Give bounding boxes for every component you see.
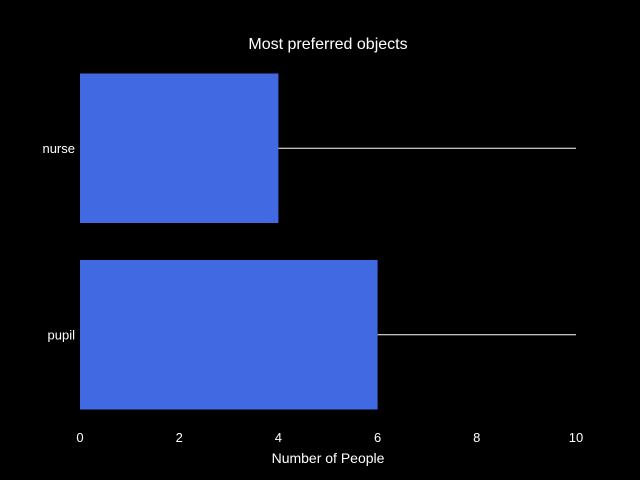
x-tick-label-3: 6 [374,430,381,445]
bars-layer: nurse pupil [42,73,576,410]
x-axis-label: Number of People [272,450,385,466]
bar-pupil [80,260,378,410]
x-tick-label-4: 8 [473,430,480,445]
x-axis-ticks: 0 2 4 6 8 10 [76,430,583,445]
x-tick-label-1: 2 [176,430,183,445]
x-tick-label-2: 4 [275,430,282,445]
x-tick-label-5: 10 [569,430,583,445]
category-label-pupil: pupil [48,327,76,342]
x-tick-label-0: 0 [76,430,83,445]
chart-title: Most preferred objects [248,36,407,53]
category-label-nurse: nurse [42,141,75,156]
bar-nurse [80,73,279,223]
